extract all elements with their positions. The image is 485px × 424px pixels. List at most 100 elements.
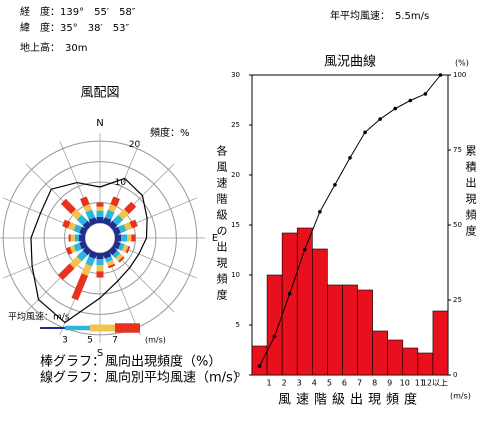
- bar: [281, 232, 298, 376]
- bar: [342, 284, 358, 376]
- bar: [387, 339, 404, 376]
- cumulative-point: [363, 130, 367, 135]
- freq-bar: [79, 240, 88, 250]
- freq-bar: [104, 256, 113, 263]
- freq-bar: [62, 219, 71, 229]
- freq-bar: [76, 214, 88, 226]
- cumulative-point: [272, 334, 277, 339]
- cumulative-point: [302, 247, 307, 252]
- freq-bar: [83, 203, 93, 213]
- freq-bar: [129, 219, 138, 229]
- x-tick-label: 5: [327, 379, 332, 388]
- longitude: 経 度：139° 55′ 58″: [20, 5, 136, 18]
- annual-mean: 年平均風速： 5.5m/s: [330, 9, 429, 22]
- freq-bar: [108, 246, 118, 256]
- freq-bar: [118, 256, 125, 263]
- bar: [402, 347, 419, 376]
- freq-bar: [71, 273, 89, 301]
- x-tick-label: 7: [357, 379, 362, 388]
- x-unit: (m/s): [450, 392, 471, 401]
- bar: [327, 284, 343, 376]
- freq-bar: [107, 263, 116, 269]
- x-tick-label: 3: [297, 379, 302, 388]
- legend-label: 7: [112, 336, 118, 346]
- bar: [372, 330, 388, 376]
- cumulative-point: [423, 92, 428, 96]
- freq-bar: [118, 209, 129, 220]
- cumulative-point: [348, 156, 352, 160]
- bar: [251, 345, 268, 376]
- freq-bar: [82, 220, 92, 230]
- y-tick-label: 30: [231, 71, 240, 79]
- x-tick-label: 8: [372, 379, 377, 388]
- caption: 棒グラフ：風向出現頻度（%）: [40, 354, 221, 370]
- x-tick-label: 2: [282, 379, 287, 388]
- y-tick-label: 25: [231, 121, 240, 129]
- freq-bar: [69, 245, 77, 254]
- x-axis-label: 風速階級出現頻度: [278, 392, 422, 408]
- freq-bar: [80, 196, 90, 207]
- freq-bar: [81, 263, 93, 276]
- x-tick-label: 4: [312, 379, 317, 388]
- y-axis-label: 各風速階級の出現頻度: [215, 144, 228, 305]
- freq-bar: [65, 246, 73, 255]
- freq-bar: [118, 224, 127, 234]
- freq-bar: [107, 203, 117, 213]
- x-tick-label: 9: [387, 379, 392, 388]
- caption: 線グラフ：風向別平均風速（m/s）: [40, 370, 246, 386]
- freq-bar: [82, 246, 92, 256]
- y-tick-label: 0: [236, 371, 240, 379]
- cumulative-point: [393, 106, 398, 111]
- y2-tick-label: 50: [453, 221, 462, 229]
- freq-bar: [106, 259, 115, 267]
- x-tick-label: 11: [415, 379, 425, 388]
- height: 地上高： 30m: [20, 41, 87, 54]
- ring-label: 20: [129, 140, 141, 150]
- freq-bar: [76, 250, 88, 262]
- direction: S: [97, 348, 103, 359]
- freq-bar: [108, 220, 118, 230]
- freq-bar: [73, 242, 82, 252]
- freq-bar: [88, 217, 98, 226]
- freq-bar: [71, 209, 82, 220]
- cumulative-point: [333, 183, 337, 187]
- y-tick-label: 15: [231, 221, 240, 229]
- direction: N: [96, 118, 103, 129]
- direction: E: [212, 233, 218, 244]
- y2-tick-label: 100: [453, 71, 466, 79]
- legend-title: 平均風速：m/s: [8, 311, 70, 323]
- cumulative-point: [408, 98, 413, 103]
- rose-title: 風配図: [80, 86, 119, 101]
- latitude: 緯 度：35° 38′ 53″: [20, 21, 129, 34]
- bar: [432, 310, 449, 376]
- y-tick-label: 10: [231, 271, 240, 279]
- freq-bar: [102, 217, 112, 226]
- ring-label: 10: [115, 178, 127, 188]
- freq-bar: [112, 240, 121, 250]
- cumulative-point: [318, 210, 322, 214]
- freq-bar: [124, 201, 137, 214]
- freq-bar: [110, 196, 120, 207]
- rose-inner: [84, 222, 116, 254]
- mean-speed-line: [30, 177, 148, 324]
- freq-bar: [85, 209, 96, 220]
- freq-bar: [112, 250, 121, 259]
- freq-bar: [115, 253, 124, 262]
- freq-bar: [69, 256, 82, 269]
- freq-bar: [104, 209, 115, 220]
- bar: [357, 289, 373, 376]
- y2-tick-label: 0: [453, 371, 457, 379]
- x-tick-label: 6: [342, 379, 347, 388]
- freq-bar: [60, 198, 76, 214]
- legend-label: 5: [87, 336, 93, 346]
- legend-label: 3: [62, 336, 68, 346]
- x-tick-label: 12以上: [422, 379, 448, 388]
- legend-unit: (m/s): [145, 336, 166, 345]
- freq-bar: [121, 244, 129, 253]
- freq-bar: [67, 221, 77, 231]
- y-tick-label: 20: [231, 171, 240, 179]
- freq-bar: [123, 221, 133, 231]
- cumulative-point: [438, 73, 443, 77]
- y2-tick-label: 75: [453, 146, 462, 154]
- x-tick-label: 10: [400, 379, 410, 388]
